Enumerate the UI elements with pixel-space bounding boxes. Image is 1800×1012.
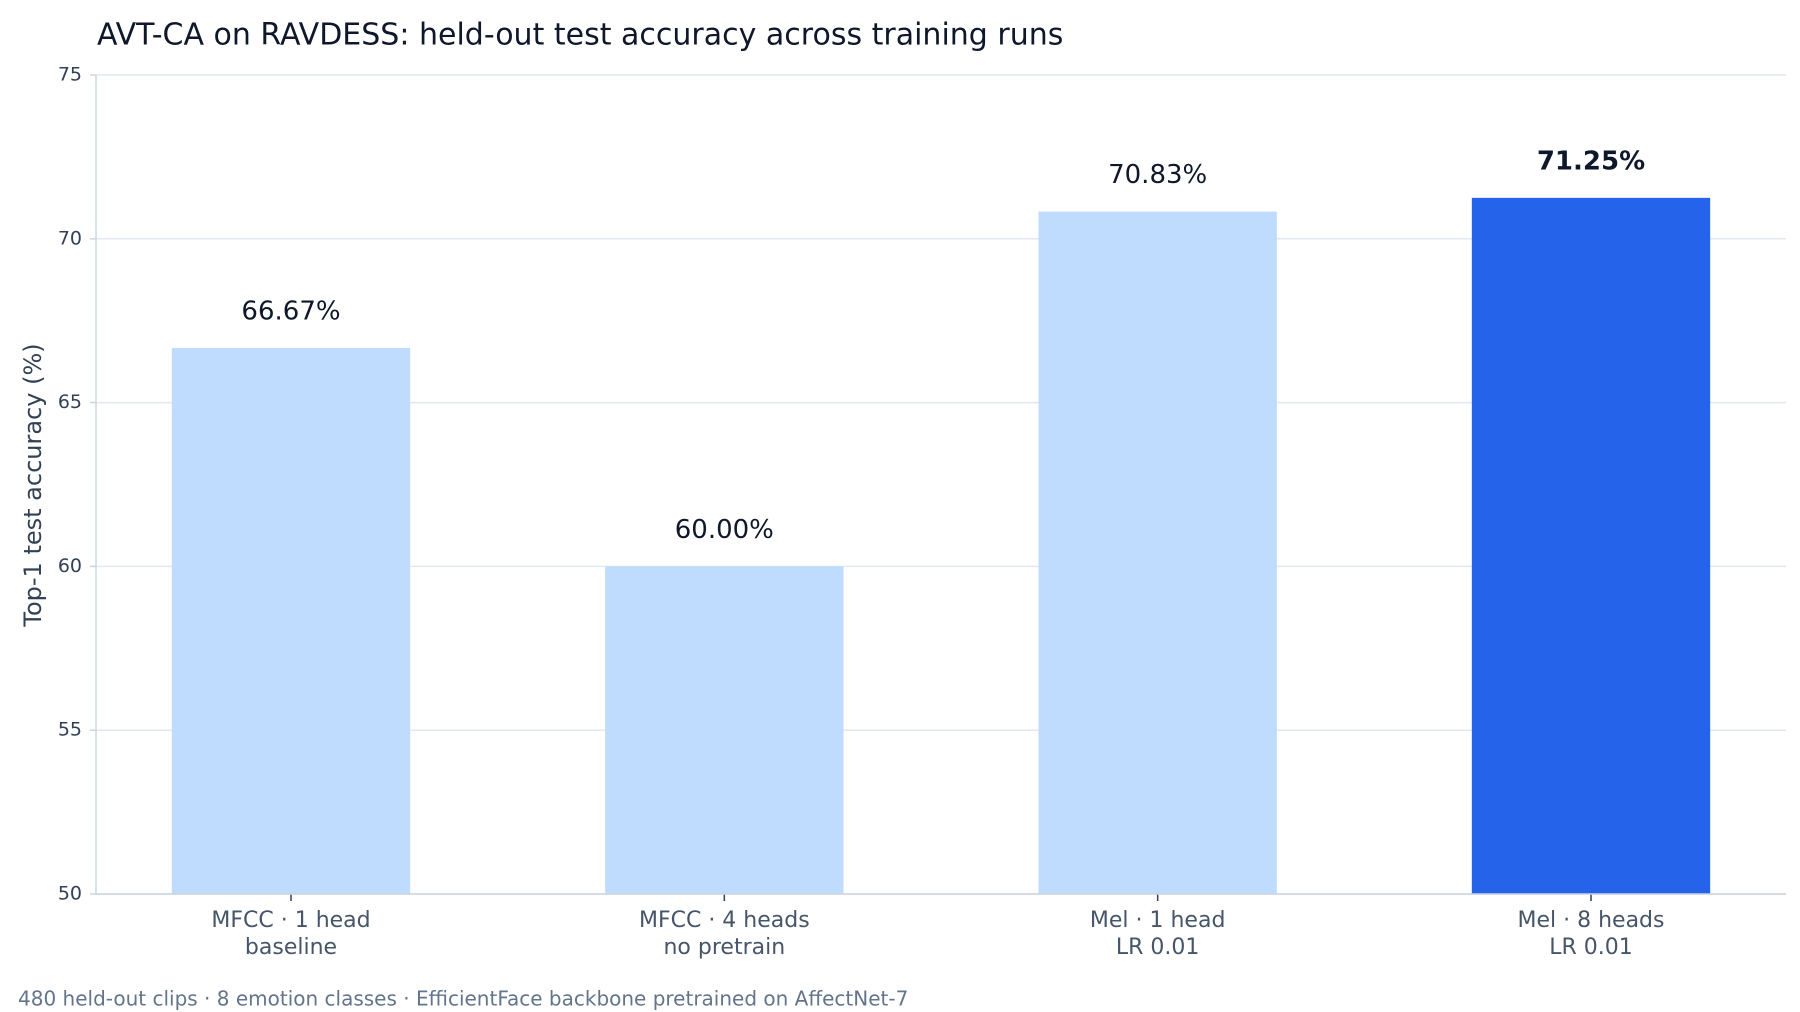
y-tick-label: 75 — [58, 64, 82, 86]
bar — [1471, 197, 1711, 895]
x-tick-label: Mel · 1 head — [1090, 908, 1226, 933]
bar — [171, 347, 411, 894]
y-tick-label: 70 — [58, 227, 82, 249]
x-tick-label: no pretrain — [663, 935, 785, 960]
value-label: 71.25% — [1537, 146, 1645, 176]
bar — [605, 566, 844, 894]
x-tick-label: baseline — [245, 935, 337, 960]
value-label: 66.67% — [241, 296, 340, 326]
y-tick-label: 50 — [58, 883, 82, 905]
y-tick-label: 65 — [58, 391, 82, 413]
x-tick-label: Mel · 8 heads — [1518, 908, 1665, 933]
chart-title: AVT-CA on RAVDESS: held-out test accurac… — [97, 18, 1063, 53]
y-tick-label: 55 — [58, 719, 82, 741]
y-tick-label: 60 — [58, 555, 82, 577]
value-label: 60.00% — [675, 515, 774, 545]
bar — [1038, 211, 1277, 895]
y-axis-label: Top-1 test accuracy (%) — [19, 343, 47, 627]
x-tick-label: LR 0.01 — [1116, 935, 1200, 960]
x-tick-label: MFCC · 1 head — [211, 908, 370, 933]
value-label: 70.83% — [1108, 160, 1207, 190]
footnote: 480 held-out clips · 8 emotion classes ·… — [18, 987, 908, 1011]
x-tick-label: MFCC · 4 heads — [639, 908, 810, 933]
x-tick-label: LR 0.01 — [1549, 935, 1633, 960]
